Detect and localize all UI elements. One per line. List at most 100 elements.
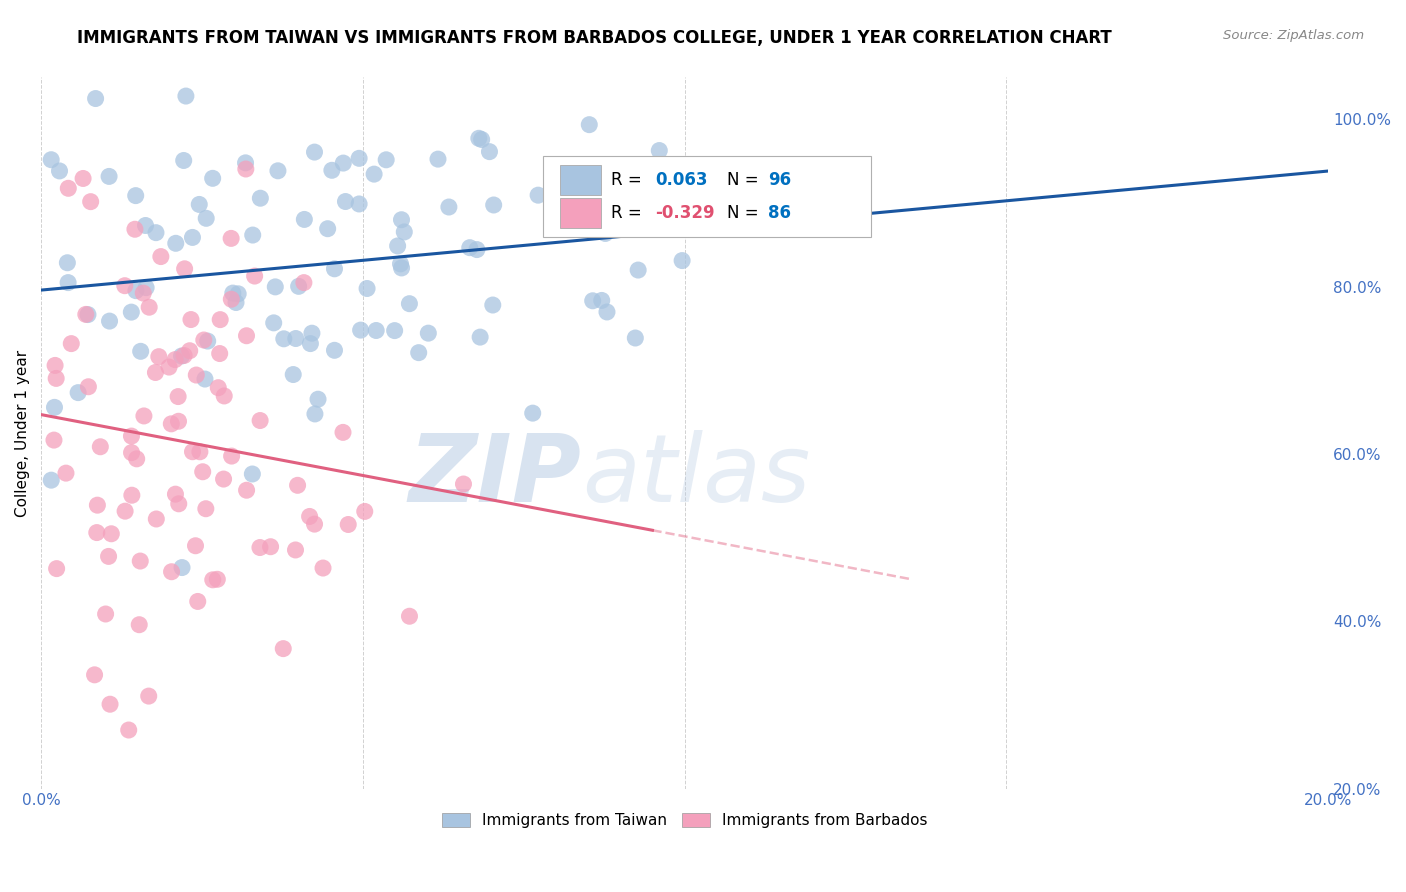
Point bbox=[98, 697, 121, 711]
Point bbox=[301, 326, 323, 341]
Point bbox=[98, 169, 121, 184]
Point bbox=[44, 359, 66, 373]
Point bbox=[219, 231, 242, 245]
Point bbox=[304, 517, 326, 532]
Point bbox=[267, 163, 290, 178]
Point bbox=[201, 573, 224, 587]
Point bbox=[97, 549, 120, 564]
Point bbox=[323, 261, 346, 276]
Point bbox=[292, 276, 315, 290]
Point bbox=[181, 230, 204, 244]
Point bbox=[197, 334, 219, 348]
Point bbox=[596, 305, 619, 319]
Point bbox=[366, 324, 388, 338]
FancyBboxPatch shape bbox=[543, 156, 872, 237]
Point bbox=[212, 389, 235, 403]
Point bbox=[121, 445, 143, 459]
Point bbox=[165, 236, 187, 251]
Point bbox=[243, 268, 266, 283]
Point bbox=[332, 425, 354, 440]
Point bbox=[79, 194, 101, 209]
Point bbox=[323, 343, 346, 358]
Point bbox=[114, 278, 136, 293]
Point bbox=[208, 346, 231, 360]
Point bbox=[129, 344, 152, 359]
Point bbox=[170, 349, 193, 363]
Point bbox=[160, 417, 183, 431]
Point bbox=[72, 171, 94, 186]
Point bbox=[453, 477, 475, 491]
Point bbox=[478, 145, 501, 159]
Point bbox=[125, 188, 148, 202]
Point bbox=[578, 118, 600, 132]
Point bbox=[207, 381, 229, 395]
Point bbox=[121, 488, 143, 502]
Point bbox=[125, 284, 148, 298]
FancyBboxPatch shape bbox=[560, 198, 600, 227]
Point bbox=[627, 263, 650, 277]
Point bbox=[316, 221, 339, 235]
Point bbox=[437, 200, 460, 214]
Point bbox=[235, 161, 257, 176]
Point bbox=[471, 132, 494, 146]
Point bbox=[249, 413, 271, 427]
Point bbox=[384, 324, 406, 338]
Point bbox=[273, 332, 295, 346]
Point bbox=[287, 279, 309, 293]
Point bbox=[240, 467, 263, 481]
Point bbox=[391, 260, 413, 275]
Point bbox=[44, 401, 66, 415]
Point bbox=[145, 366, 167, 380]
Point bbox=[132, 286, 155, 301]
Text: 96: 96 bbox=[768, 171, 792, 189]
Point bbox=[120, 305, 142, 319]
Point bbox=[375, 153, 398, 167]
Text: IMMIGRANTS FROM TAIWAN VS IMMIGRANTS FROM BARBADOS COLLEGE, UNDER 1 YEAR CORRELA: IMMIGRANTS FROM TAIWAN VS IMMIGRANTS FRO… bbox=[77, 29, 1112, 47]
Point bbox=[67, 385, 90, 400]
Point bbox=[77, 380, 100, 394]
Point bbox=[427, 152, 450, 166]
Point bbox=[579, 187, 602, 202]
Point bbox=[39, 153, 62, 167]
Point bbox=[48, 164, 70, 178]
Point bbox=[145, 512, 167, 526]
Point bbox=[39, 473, 62, 487]
Point bbox=[304, 407, 326, 421]
Point bbox=[118, 723, 141, 737]
Point bbox=[55, 466, 77, 480]
Point bbox=[194, 501, 217, 516]
Text: Source: ZipAtlas.com: Source: ZipAtlas.com bbox=[1223, 29, 1364, 43]
Point bbox=[42, 433, 65, 447]
Point bbox=[138, 689, 160, 703]
Point bbox=[209, 312, 232, 326]
Point bbox=[221, 292, 243, 306]
Point bbox=[353, 504, 375, 518]
Point bbox=[173, 261, 195, 276]
Point bbox=[363, 167, 385, 181]
Point bbox=[235, 156, 257, 170]
Point bbox=[298, 509, 321, 524]
Point bbox=[193, 333, 215, 347]
Point bbox=[468, 131, 491, 145]
Point bbox=[212, 472, 235, 486]
Point bbox=[222, 286, 245, 301]
Point bbox=[188, 197, 211, 211]
Point bbox=[458, 241, 481, 255]
FancyBboxPatch shape bbox=[560, 165, 600, 195]
Text: N =: N = bbox=[727, 171, 763, 189]
Point bbox=[77, 308, 100, 322]
Point bbox=[387, 239, 409, 253]
Point bbox=[595, 227, 617, 241]
Point bbox=[129, 554, 152, 568]
Text: R =: R = bbox=[612, 204, 647, 222]
Point bbox=[235, 328, 257, 343]
Point bbox=[259, 540, 281, 554]
Point bbox=[522, 406, 544, 420]
Point bbox=[114, 504, 136, 518]
Point bbox=[174, 89, 197, 103]
Point bbox=[173, 349, 195, 363]
Point bbox=[56, 256, 79, 270]
Point bbox=[86, 525, 108, 540]
Point bbox=[125, 451, 148, 466]
Point bbox=[187, 594, 209, 608]
